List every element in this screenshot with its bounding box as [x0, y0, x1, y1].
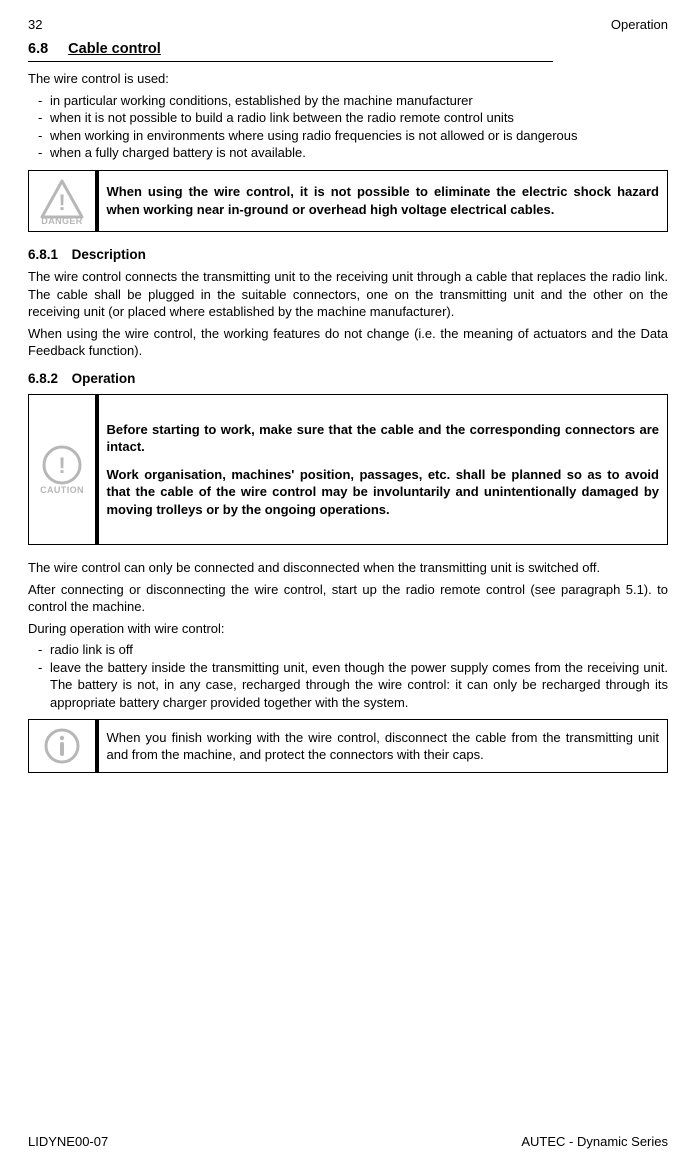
paragraph: The wire control connects the transmitti…	[28, 268, 668, 321]
danger-text-content: When using the wire control, it is not p…	[107, 184, 660, 217]
paragraph: After connecting or disconnecting the wi…	[28, 581, 668, 616]
paragraph: During operation with wire control:	[28, 620, 668, 638]
list-item: radio link is off	[28, 641, 668, 659]
caution-icon: ! CAUTION	[38, 443, 86, 497]
danger-icon-cell: ! DANGER	[29, 170, 97, 231]
footer-left: LIDYNE00-07	[28, 1133, 108, 1151]
bullet-list-2: radio link is off leave the battery insi…	[28, 641, 668, 711]
info-text: When you finish working with the wire co…	[97, 720, 668, 773]
svg-text:CAUTION: CAUTION	[40, 485, 84, 495]
danger-icon: ! DANGER	[38, 177, 86, 225]
header-row: 32 Operation	[28, 16, 668, 34]
subsection-2-title: Operation	[72, 371, 136, 386]
subsection-2-number: 6.8.2	[28, 371, 58, 386]
info-icon	[42, 726, 82, 766]
section-number: 6.8	[28, 40, 48, 60]
danger-callout: ! DANGER When using the wire control, it…	[28, 170, 668, 232]
subsection-1-title: Description	[72, 247, 146, 262]
list-item: in particular working conditions, establ…	[28, 92, 668, 110]
info-callout: When you finish working with the wire co…	[28, 719, 668, 773]
paragraph: The wire control can only be connected a…	[28, 559, 668, 577]
caution-p1: Before starting to work, make sure that …	[107, 422, 660, 455]
list-item: when it is not possible to build a radio…	[28, 109, 668, 127]
bullet-list-1: in particular working conditions, establ…	[28, 92, 668, 162]
section-heading: 6.8 Cable control	[28, 40, 553, 63]
caution-p2: Work organisation, machines' position, p…	[107, 467, 660, 517]
subsection-1-number: 6.8.1	[28, 247, 58, 262]
intro-line: The wire control is used:	[28, 70, 668, 88]
list-item: when a fully charged battery is not avai…	[28, 144, 668, 162]
subsection-2: 6.8.2 Operation	[28, 370, 668, 388]
svg-text:!: !	[58, 190, 65, 215]
list-item: leave the battery inside the transmittin…	[28, 659, 668, 712]
chapter-name: Operation	[611, 16, 668, 34]
section-title: Cable control	[68, 40, 161, 60]
footer-right: AUTEC - Dynamic Series	[521, 1133, 668, 1151]
page-number: 32	[28, 16, 42, 34]
footer: LIDYNE00-07 AUTEC - Dynamic Series	[28, 1133, 668, 1151]
danger-text: When using the wire control, it is not p…	[97, 170, 668, 231]
caution-callout: ! CAUTION Before starting to work, make …	[28, 394, 668, 545]
svg-text:!: !	[58, 453, 65, 478]
svg-text:DANGER: DANGER	[41, 216, 83, 225]
caution-text: Before starting to work, make sure that …	[97, 395, 668, 545]
paragraph: When using the wire control, the working…	[28, 325, 668, 360]
caution-icon-cell: ! CAUTION	[29, 395, 97, 545]
info-icon-cell	[29, 720, 97, 773]
subsection-1: 6.8.1 Description	[28, 246, 668, 264]
list-item: when working in environments where using…	[28, 127, 668, 145]
